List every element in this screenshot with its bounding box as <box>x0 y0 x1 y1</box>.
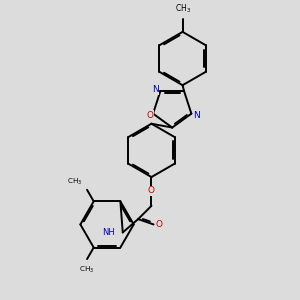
Text: N: N <box>193 111 200 120</box>
Text: NH: NH <box>103 228 115 237</box>
Text: CH$_3$: CH$_3$ <box>175 2 191 15</box>
Text: O: O <box>155 220 162 229</box>
Text: O: O <box>148 187 155 196</box>
Text: O: O <box>147 111 154 120</box>
Text: N: N <box>152 85 158 94</box>
Text: CH$_3$: CH$_3$ <box>67 177 83 187</box>
Text: CH$_3$: CH$_3$ <box>80 264 95 274</box>
